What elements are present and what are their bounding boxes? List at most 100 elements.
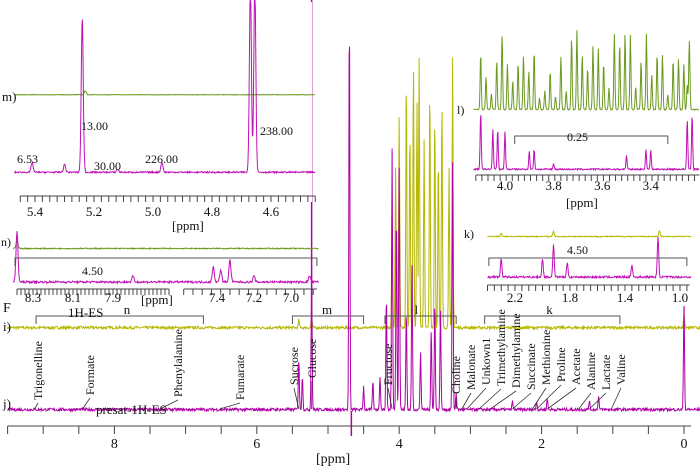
inset-k-tick-label: 1.8 xyxy=(562,290,578,305)
metabolite-label-valine: Valine xyxy=(614,354,628,385)
inset-n-bracket xyxy=(14,257,318,266)
x-axis-label: [ppm] xyxy=(316,452,350,467)
inset-l-green-line xyxy=(473,30,699,111)
inset-n-magenta-line xyxy=(12,231,319,285)
inset-k-background xyxy=(462,226,700,306)
inset-l-label: l) xyxy=(457,103,464,117)
bracket-k xyxy=(484,315,621,324)
metabolite-label-glucose: Glucose xyxy=(305,339,319,378)
annotation-leader xyxy=(478,388,502,410)
trace-j-name: presat-1H-ES xyxy=(96,402,167,417)
inset-m-scale-4: 226.00 xyxy=(145,152,178,166)
metabolite-label-formate: Formate xyxy=(83,355,97,395)
inset-k-bracket xyxy=(488,257,688,266)
metabolite-label-unkown1: Unkown1 xyxy=(479,338,493,385)
bracket-label-m: m xyxy=(322,302,332,317)
inset-m-tick-label: 5.0 xyxy=(145,204,161,219)
inset-n-background xyxy=(10,238,310,293)
inset-m-xlabel: [ppm] xyxy=(172,218,204,233)
annotation-leader xyxy=(536,384,562,410)
inset-m-label: m) xyxy=(2,89,16,104)
inset-m-green-line xyxy=(14,90,316,96)
trace-i-line xyxy=(7,57,700,331)
bracket-n xyxy=(35,315,204,324)
inset-m-scale-1: 6.53 xyxy=(17,152,38,166)
metabolite-label-succinate: Succinate xyxy=(524,343,538,390)
annotation-leader xyxy=(532,387,547,410)
inset-n2-tick-label: 7.0 xyxy=(283,290,299,305)
annotation-leader xyxy=(578,392,592,410)
inset-k-label: k) xyxy=(464,227,474,241)
inset-k-magenta-line xyxy=(487,236,692,280)
bracket-label-l: l xyxy=(415,302,419,317)
trace-i-name: 1H-ES xyxy=(68,305,103,320)
inset-n2-tick-label: 7.4 xyxy=(209,290,226,305)
metabolite-label-choline: Choline xyxy=(449,356,463,394)
inset-m-tick-label: 5.4 xyxy=(27,204,44,219)
inset-m-background xyxy=(12,2,312,202)
inset-m-magenta-line xyxy=(13,0,316,175)
metabolite-label-dimethylamine: Dimethylamine xyxy=(509,313,523,388)
main-tick-label: 4 xyxy=(396,437,403,452)
trace-i-label: i) xyxy=(3,319,11,334)
bracket-l xyxy=(384,315,457,324)
inset-n-tick-label: 8.3 xyxy=(25,290,41,305)
inset-l-tick-label: 4.0 xyxy=(497,178,513,193)
annotation-leader xyxy=(512,392,532,410)
main-tick-label: 2 xyxy=(538,437,545,452)
metabolite-label-lactate: Lactate xyxy=(599,355,613,390)
inset-n-scale: 4.50 xyxy=(82,264,103,278)
inset-n-label: n) xyxy=(1,235,11,249)
inset-l-scale: 0.25 xyxy=(567,130,588,144)
metabolite-label-sucrose: Sucrose xyxy=(287,347,301,385)
metabolite-label-proline: Proline xyxy=(554,347,568,382)
metabolite-label-alanine: Alanine xyxy=(584,352,598,390)
metabolite-label-fumarate: Fumarate xyxy=(233,355,247,400)
bracket-m xyxy=(291,315,365,324)
bracket-label-k: k xyxy=(546,302,553,317)
inset-l-tick-label: 3.6 xyxy=(594,178,611,193)
annotation-leader xyxy=(611,387,622,410)
annotation-leader xyxy=(490,390,517,410)
trace-j-label: j) xyxy=(2,396,11,411)
main-tick-label: 0 xyxy=(681,437,688,452)
inset-l-tick-label: 3.8 xyxy=(545,178,561,193)
inset-l-bracket xyxy=(514,135,669,144)
bracket-label-n: n xyxy=(124,302,131,317)
inset-m-tick-label: 4.8 xyxy=(204,204,220,219)
metabolite-label-trimethylamine: Trimethylamine xyxy=(494,309,508,386)
annotation-leader xyxy=(293,387,300,410)
inset-m-tick-label: 4.6 xyxy=(263,204,280,219)
metabolite-label-fructose: Fructose xyxy=(381,344,395,385)
annotation-leader xyxy=(82,397,91,410)
inset-m-scale-5: 238.00 xyxy=(260,124,293,138)
trace-i-prefix: F xyxy=(3,301,11,316)
annotation-leader xyxy=(159,399,179,410)
inset-k-tick-label: 1.4 xyxy=(617,290,634,305)
annotation-leader xyxy=(547,387,577,410)
inset-k-tick-label: 2.2 xyxy=(507,290,523,305)
metabolite-label-acetate: Acetate xyxy=(569,348,583,385)
main-tick-label: 8 xyxy=(111,437,118,452)
trace-j-line xyxy=(7,46,700,413)
inset-l-tick-label: 3.4 xyxy=(643,178,660,193)
metabolite-label-trigonelline: Trigonelline xyxy=(31,341,45,400)
annotation-leader xyxy=(589,392,607,410)
inset-l-xlabel: [ppm] xyxy=(566,195,598,210)
inset-n-xlabel: [ppm] xyxy=(141,292,173,307)
inset-n-green-line xyxy=(12,240,319,251)
annotation-leader xyxy=(461,392,472,410)
annotation-leader xyxy=(219,402,241,410)
metabolite-label-methionine: Methionine xyxy=(539,330,553,385)
inset-n2-tick-label: 7.2 xyxy=(246,290,262,305)
inset-m-scale-3: 30.00 xyxy=(94,159,121,173)
inset-l-magenta-line xyxy=(473,115,700,172)
annotation-leader xyxy=(34,402,39,410)
inset-k-green-line xyxy=(487,229,692,238)
annotation-leader xyxy=(387,387,393,410)
annotation-leader xyxy=(466,387,487,410)
metabolite-label-malonate: Malonate xyxy=(464,345,478,390)
inset-n-tick-label: 8.1 xyxy=(65,290,81,305)
metabolite-label-phenylalanine: Phenylalanine xyxy=(171,329,185,397)
main-tick-label: 6 xyxy=(253,437,260,452)
